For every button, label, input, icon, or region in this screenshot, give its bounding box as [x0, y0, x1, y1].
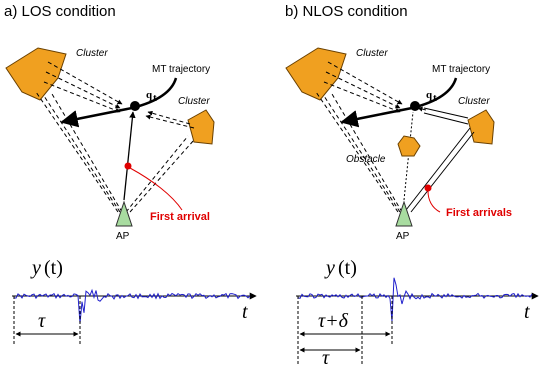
first-arrivals-pointer — [427, 190, 441, 213]
time-axis-label: t — [524, 301, 530, 323]
signal-waveform — [297, 277, 533, 322]
ap-label: AP — [396, 231, 410, 242]
mt-trajectory — [340, 77, 458, 128]
mobile-terminal — [410, 101, 420, 111]
cluster-top-left — [285, 47, 347, 101]
q-label: q — [146, 89, 153, 101]
cluster-top-label: Cluster — [356, 48, 388, 59]
obstacle-label: Obstacle — [346, 154, 386, 165]
first-arrival-dot — [124, 162, 132, 170]
cluster-right — [187, 109, 215, 145]
tau-delta-label: τ+δ — [318, 310, 349, 332]
cluster-top-label: Cluster — [76, 48, 108, 59]
los-panel: a) LOS condition Cluster Cluster MT traj… — [4, 3, 257, 344]
first-arrivals-dot — [424, 184, 432, 192]
mobile-terminal — [130, 101, 140, 111]
cluster-right-label: Cluster — [458, 96, 490, 107]
nlos-first-paths — [405, 106, 475, 213]
multipath-lines — [315, 61, 403, 213]
signal-waveform — [13, 288, 251, 324]
signal-y-arg: (t) — [338, 257, 357, 279]
multipath-lines — [35, 61, 195, 213]
q-subscript: t — [153, 92, 157, 104]
ap-label: AP — [116, 231, 130, 242]
q-label: q — [426, 89, 433, 101]
los-title: a) LOS condition — [4, 3, 116, 20]
los-direct-path — [123, 111, 136, 201]
tau-label: τ — [322, 347, 330, 368]
access-point — [395, 200, 413, 227]
access-point — [115, 200, 133, 227]
first-arrivals-label: First arrivals — [446, 207, 512, 219]
cluster-top-left — [5, 47, 67, 101]
signal-y-label: y — [324, 257, 335, 279]
signal-y-arg: (t) — [44, 257, 63, 279]
q-subscript: t — [433, 92, 437, 104]
first-arrival-pointer — [129, 167, 183, 211]
mt-trajectory — [60, 77, 178, 128]
mt-trajectory-label: MT trajectory — [432, 64, 490, 75]
mt-trajectory-label: MT trajectory — [152, 64, 210, 75]
time-axis-label: t — [242, 301, 248, 323]
first-arrival-label: First arrival — [150, 211, 210, 223]
signal-y-label: y — [30, 257, 41, 279]
cluster-right-label: Cluster — [178, 96, 210, 107]
nlos-title: b) NLOS condition — [285, 3, 408, 20]
tau-label: τ — [38, 310, 46, 332]
obstacle-shape — [397, 135, 421, 157]
cluster-right — [467, 109, 495, 145]
nlos-panel: b) NLOS condition Cluster Cluster MT tra… — [285, 3, 539, 368]
